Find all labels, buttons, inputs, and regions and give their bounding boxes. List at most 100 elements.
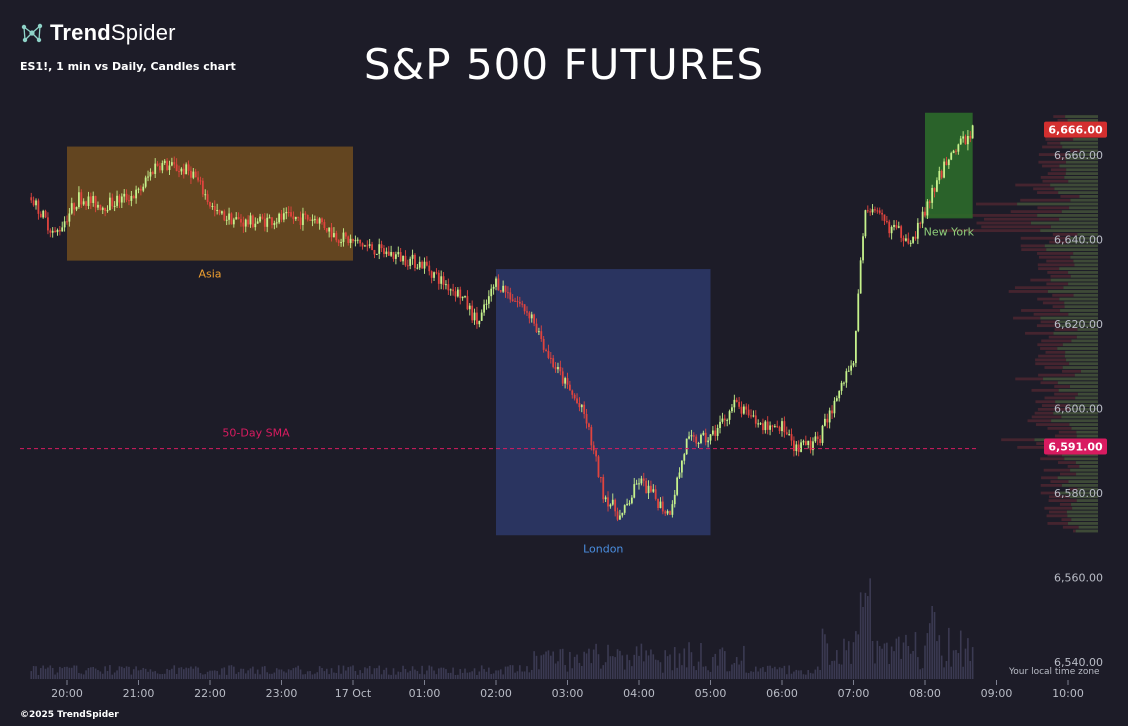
volume-bar [449, 672, 452, 679]
profile-bar-buy [1068, 271, 1098, 274]
candles[interactable] [30, 124, 974, 522]
volume-bar [228, 665, 230, 679]
price-label-text: 6,666.00 [1048, 124, 1103, 137]
candle-body [302, 213, 304, 225]
profile-bar-sell [1021, 248, 1047, 252]
profile-bar-sell [1044, 366, 1063, 369]
profile-bar-sell [1025, 331, 1054, 335]
candle-body [433, 272, 435, 278]
candle-body [738, 401, 740, 407]
profile-bar-buy [1064, 175, 1098, 179]
volume-bar [173, 665, 176, 679]
x-tick-label: 06:00 [766, 687, 798, 700]
candle-body [831, 410, 833, 414]
profile-bar-sell [1062, 369, 1081, 373]
volume-bar [554, 663, 557, 679]
candle-body [592, 445, 595, 451]
candle-body [697, 443, 700, 445]
candle-body [61, 227, 64, 232]
session-label: New York [924, 225, 975, 238]
profile-bar-buy [1057, 476, 1098, 480]
volume-bar [123, 668, 125, 679]
candle-body [642, 478, 645, 481]
candle-body [554, 367, 557, 370]
volume-bar [702, 666, 705, 679]
profile-bar-sell [1038, 160, 1066, 164]
profile-bar-buy [1050, 225, 1098, 229]
candle-body [807, 440, 810, 446]
volume-bar [82, 674, 85, 679]
candle-body [292, 216, 295, 220]
candle-body [316, 219, 319, 224]
profile-bar-sell [1038, 267, 1060, 271]
candle-body [85, 201, 87, 206]
volume-bar [259, 674, 261, 679]
volume-bar [185, 667, 187, 679]
candle-body [957, 144, 960, 152]
volume-bar [919, 669, 922, 679]
volume-bar [805, 674, 807, 679]
profile-bar-buy [1069, 385, 1098, 388]
profile-bar-buy [1057, 320, 1098, 324]
candle-body [726, 419, 729, 421]
candle-body [423, 261, 426, 269]
profile-bar-sell [1017, 445, 1065, 449]
volume-bar [94, 668, 97, 679]
x-tick-label: 07:00 [838, 687, 870, 700]
volume-bar [216, 670, 218, 679]
volume-bar [73, 665, 75, 679]
profile-bar-buy [1080, 369, 1098, 373]
volume-bar [190, 666, 192, 679]
candle-body [683, 454, 686, 461]
candle-body [44, 210, 47, 218]
volume-bar [654, 659, 657, 679]
candle-body [897, 226, 900, 228]
profile-bar-buy [1070, 468, 1098, 472]
candle-body [507, 292, 509, 294]
profile-bar-sell [1030, 278, 1051, 282]
candle-body [461, 296, 464, 299]
candle-body [905, 238, 907, 241]
profile-bar-sell [1055, 156, 1066, 160]
candle-body [128, 200, 130, 202]
candle-body [523, 304, 526, 312]
candle-body [378, 244, 381, 254]
profile-bar-sell [1047, 522, 1068, 525]
profile-bar-sell [1038, 255, 1071, 259]
profile-bar-sell [1031, 388, 1059, 392]
volume-bar [781, 668, 783, 679]
volume-bar [881, 648, 883, 679]
volume-bar [473, 668, 476, 679]
profile-bar-buy [1062, 145, 1098, 149]
profile-bar-sell [1031, 415, 1062, 419]
candle-body [516, 300, 519, 302]
session-label: Asia [198, 268, 221, 281]
volume-bar [85, 670, 87, 679]
volume-bar [547, 650, 550, 679]
candle-body [776, 426, 779, 428]
candle-body [356, 239, 359, 241]
profile-bar-sell [1033, 312, 1069, 316]
volume-bar [42, 665, 44, 679]
volume-bar [783, 665, 786, 679]
profile-bar-buy [1059, 297, 1098, 301]
candle-body [654, 489, 657, 499]
volume-bar [349, 666, 352, 679]
candle-body [318, 218, 321, 224]
profile-bar-buy [1078, 525, 1098, 529]
volume-bar [476, 674, 478, 679]
profile-bar-sell [1040, 320, 1058, 324]
profile-bar-buy [1059, 491, 1098, 495]
volume-bar [928, 623, 931, 679]
candle-body [242, 222, 245, 227]
volume-bar [323, 671, 326, 679]
volume-bar [897, 636, 900, 679]
candle-body [352, 238, 354, 242]
candle-body [881, 212, 883, 215]
candle-body [349, 238, 352, 243]
candle-body [130, 196, 133, 201]
profile-bar-sell [1042, 164, 1060, 168]
candle-body [876, 210, 879, 212]
volume-bar [240, 668, 242, 679]
